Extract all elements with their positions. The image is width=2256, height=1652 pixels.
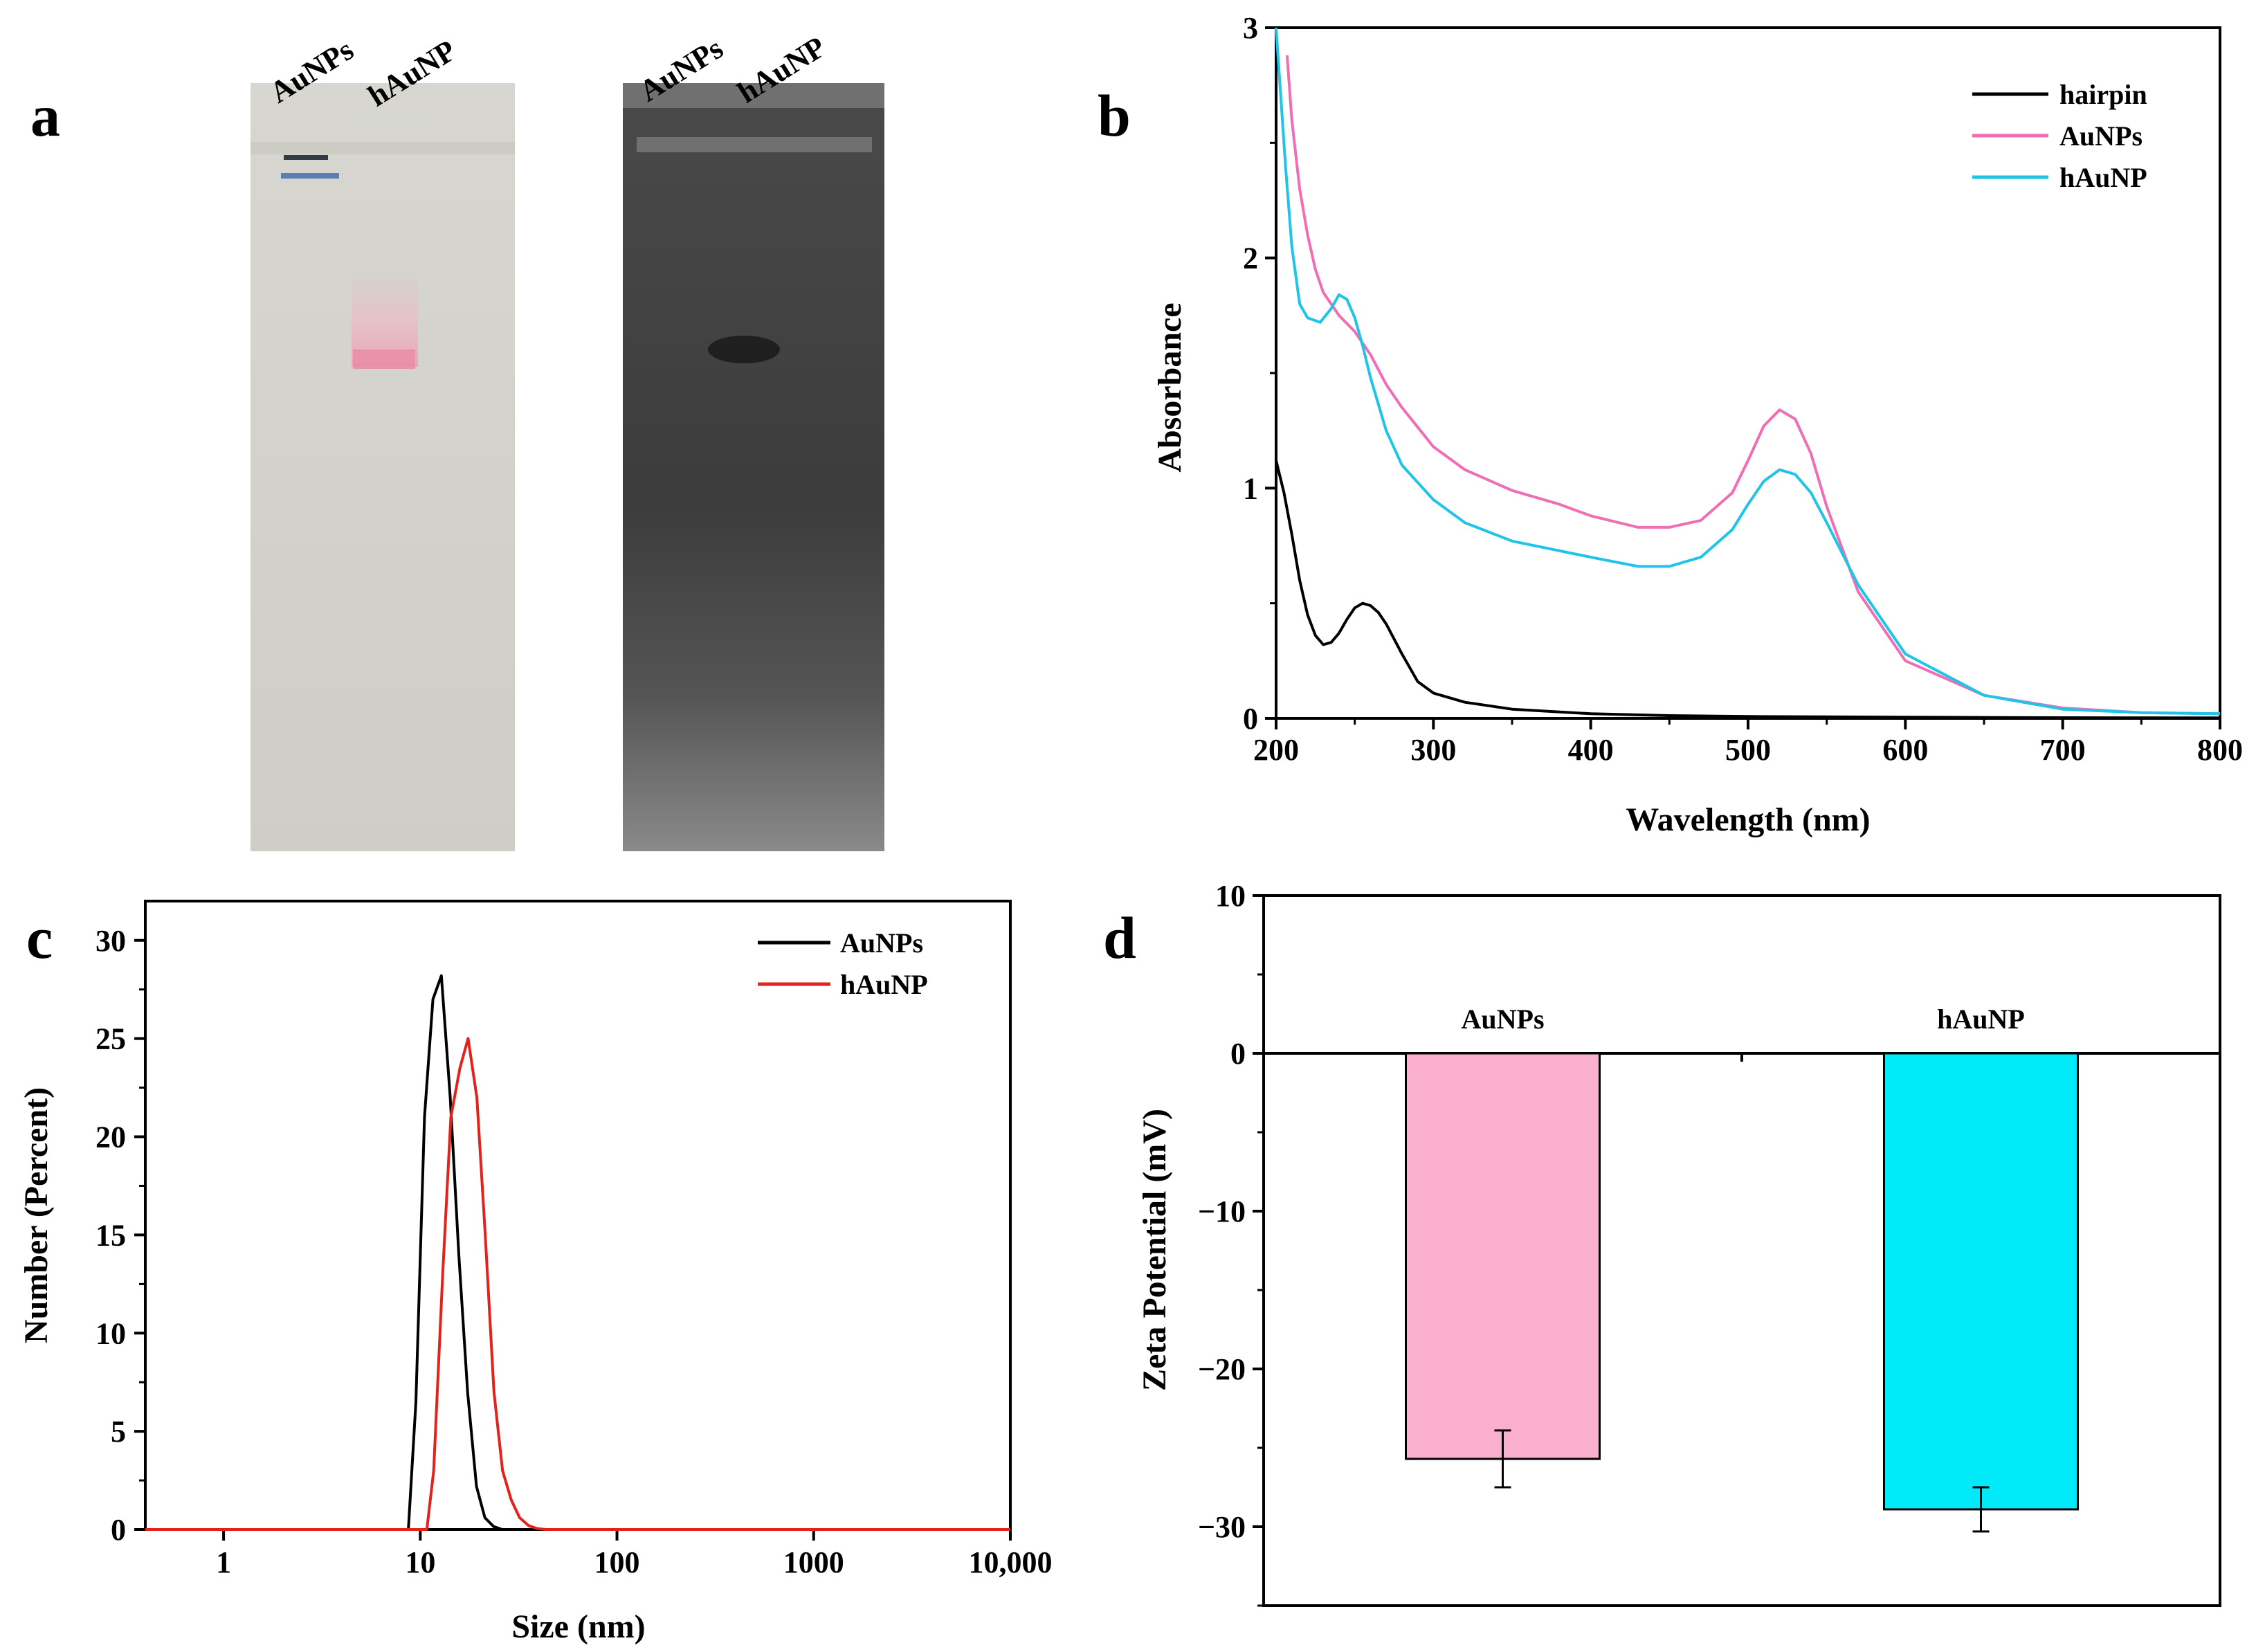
panel-c-letter: c — [26, 905, 53, 971]
chart-b-lines — [1275, 27, 2221, 720]
y-tick-label: 0 — [1230, 1037, 1246, 1071]
panel-d-letter: d — [1103, 905, 1136, 971]
legend-label-hairpin: hairpin — [2059, 79, 2147, 110]
x-tick-label: 100 — [594, 1545, 640, 1579]
panel-b-letter: b — [1098, 82, 1131, 149]
x-tick-label: 800 — [2197, 733, 2243, 767]
series-line-AuNPs — [145, 974, 1010, 1531]
gel1-ladder-band-dark — [284, 155, 328, 160]
gel-image-1 — [251, 83, 515, 851]
y-tick-label: 10 — [95, 1316, 126, 1350]
y-tick-label: 3 — [1243, 11, 1258, 45]
chart-b-ticks: 200 300 400 500 600 700 800 0 1 2 3 — [1243, 11, 2243, 767]
chart-d-frame — [1262, 894, 2221, 1607]
y-tick-label: 15 — [95, 1218, 126, 1252]
panel-a: a AuNPs hAuNP AuNPs hAuNP — [30, 30, 884, 851]
panel-a-letter: a — [30, 82, 60, 149]
x-tick-label: 400 — [1568, 733, 1614, 767]
y-tick-label: 0 — [111, 1513, 126, 1547]
y-tick-label: −20 — [1198, 1352, 1246, 1386]
gel-image-2 — [623, 83, 884, 851]
bar-hAuNP — [1883, 1052, 2079, 1511]
x-tick-label: 200 — [1253, 733, 1299, 767]
y-tick-label: 10 — [1215, 879, 1246, 913]
x-tick-label: 700 — [2040, 733, 2086, 767]
x-tick-label: 10 — [405, 1545, 435, 1579]
legend-label-AuNPs: AuNPs — [2059, 120, 2143, 152]
chart-d-bars: AuNPs hAuNP — [1405, 1004, 2079, 1533]
chart-b-legend: hairpin AuNPs hAuNP — [1972, 79, 2147, 193]
legend-label-AuNPs: AuNPs — [840, 927, 923, 959]
x-tick-label: 10,000 — [969, 1545, 1053, 1579]
y-tick-label: 30 — [95, 924, 126, 958]
x-tick-label: 300 — [1410, 733, 1456, 767]
y-tick-label: 0 — [1243, 702, 1258, 736]
chart-d-ylabel: Zeta Potential (mV) — [1136, 1109, 1173, 1391]
gel1-well-band — [251, 142, 515, 154]
chart-b-ylabel: Absorbance — [1152, 302, 1188, 472]
y-tick-label: 25 — [95, 1022, 126, 1056]
bar-AuNPs — [1405, 1052, 1601, 1460]
panel-b: b 200 300 400 500 600 700 800 0 1 2 3 hairpin AuNPs… — [1098, 11, 2243, 838]
series-line-hairpin — [1275, 460, 2221, 720]
x-tick-label: 1 — [216, 1545, 231, 1579]
panel-d: d 10 0 −10 −20 −30 AuNPs hAuNP Zeta Potential… — [1103, 879, 2221, 1607]
panel-c: c 1 10 100 1000 10,000 0 5 10 15 20 25 30 AuNPs hAuN… — [18, 900, 1053, 1645]
x-tick-label: 600 — [1882, 733, 1928, 767]
legend-label-hAuNP: hAuNP — [840, 969, 928, 1000]
y-tick-label: 5 — [111, 1415, 126, 1449]
gel1-ladder-band-blue — [281, 173, 339, 179]
gel2-dark-band — [708, 336, 780, 363]
chart-b-xlabel: Wavelength (nm) — [1626, 801, 1870, 838]
y-tick-label: 1 — [1243, 471, 1258, 505]
series-line-hAuNP — [145, 1037, 1010, 1531]
gel2-well-top — [623, 83, 884, 108]
category-label-AuNPs: AuNPs — [1461, 1004, 1544, 1035]
y-tick-label: 2 — [1243, 242, 1258, 275]
gel1-pink-band — [353, 350, 415, 369]
series-line-hAuNP — [1275, 27, 2221, 716]
chart-c-ylabel: Number (Percent) — [18, 1087, 55, 1343]
x-tick-label: 500 — [1725, 733, 1771, 767]
chart-c-lines — [145, 974, 1010, 1531]
legend-label-hAuNP: hAuNP — [2059, 162, 2147, 193]
y-tick-label: −30 — [1198, 1510, 1246, 1544]
chart-c-legend: AuNPs hAuNP — [758, 927, 928, 1000]
y-tick-label: 20 — [95, 1120, 126, 1154]
y-tick-label: −10 — [1198, 1195, 1246, 1228]
series-line-AuNPs — [1285, 55, 2221, 716]
chart-c-xlabel: Size (nm) — [511, 1608, 645, 1645]
chart-c-ticks: 1 10 100 1000 10,000 0 5 10 15 20 25 30 — [95, 924, 1053, 1579]
gel2-well-band — [637, 137, 872, 152]
category-label-hAuNP: hAuNP — [1937, 1004, 2025, 1035]
x-tick-label: 1000 — [783, 1545, 844, 1579]
